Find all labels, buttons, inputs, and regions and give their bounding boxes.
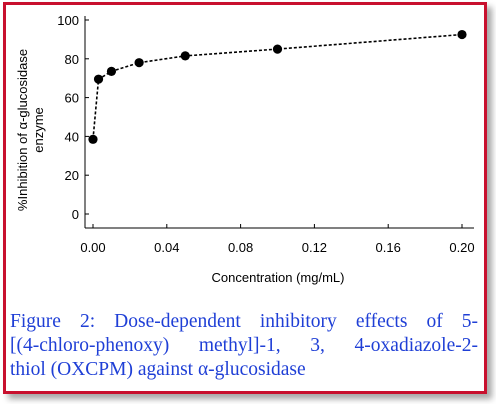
- figure-caption: Figure 2: Dose-dependent inhibitory effe…: [10, 310, 478, 382]
- caption-line-3: thiol (OXCPM) against α-glucosidase: [10, 359, 306, 380]
- x-tick-label: 0.20: [449, 240, 474, 255]
- y-tick-label: 0: [72, 207, 79, 222]
- y-tick-label: 80: [65, 52, 79, 67]
- figure-frame: [3, 2, 487, 394]
- y-tick-label: 20: [65, 168, 79, 183]
- x-tick-label: 0.12: [302, 240, 327, 255]
- y-axis-title-line-2: enzyme: [31, 107, 46, 153]
- chart: 0 20 40 60 80 100 0.00 0.04 0.08 0.12 0.16 0.20 Co…: [15, 13, 475, 285]
- x-axis-ticks: 0.00 0.04 0.08 0.12 0.16 0.20: [80, 224, 475, 255]
- y-axis-title: %Inhibition of α-glucosidase enzyme: [15, 49, 46, 211]
- data-point: [88, 134, 98, 144]
- y-tick-label: 40: [65, 129, 79, 144]
- data-point: [180, 51, 190, 61]
- x-tick-label: 0.04: [154, 240, 179, 255]
- caption-line-2: [(4-chloro-phenoxy) methyl]-1, 3, 4-oxad…: [10, 335, 478, 356]
- x-axis-title: Concentration (mg/mL): [212, 270, 345, 285]
- x-tick-label: 0.00: [80, 240, 105, 255]
- chart-axes: [84, 16, 474, 229]
- data-point: [457, 29, 467, 40]
- data-point: [106, 66, 117, 77]
- data-point: [93, 74, 104, 84]
- y-tick-label: 100: [57, 13, 79, 28]
- x-tick-label: 0.08: [228, 240, 253, 255]
- data-point: [272, 44, 283, 54]
- caption-line-1: Figure 2: Dose-dependent inhibitory effe…: [10, 311, 478, 332]
- x-tick-label: 0.16: [376, 240, 401, 255]
- series: [88, 29, 467, 144]
- y-axis-ticks: 0 20 40 60 80 100: [57, 13, 89, 222]
- y-tick-label: 60: [65, 91, 79, 106]
- data-point: [134, 58, 144, 68]
- y-axis-title-line-1: %Inhibition of α-glucosidase: [15, 49, 30, 211]
